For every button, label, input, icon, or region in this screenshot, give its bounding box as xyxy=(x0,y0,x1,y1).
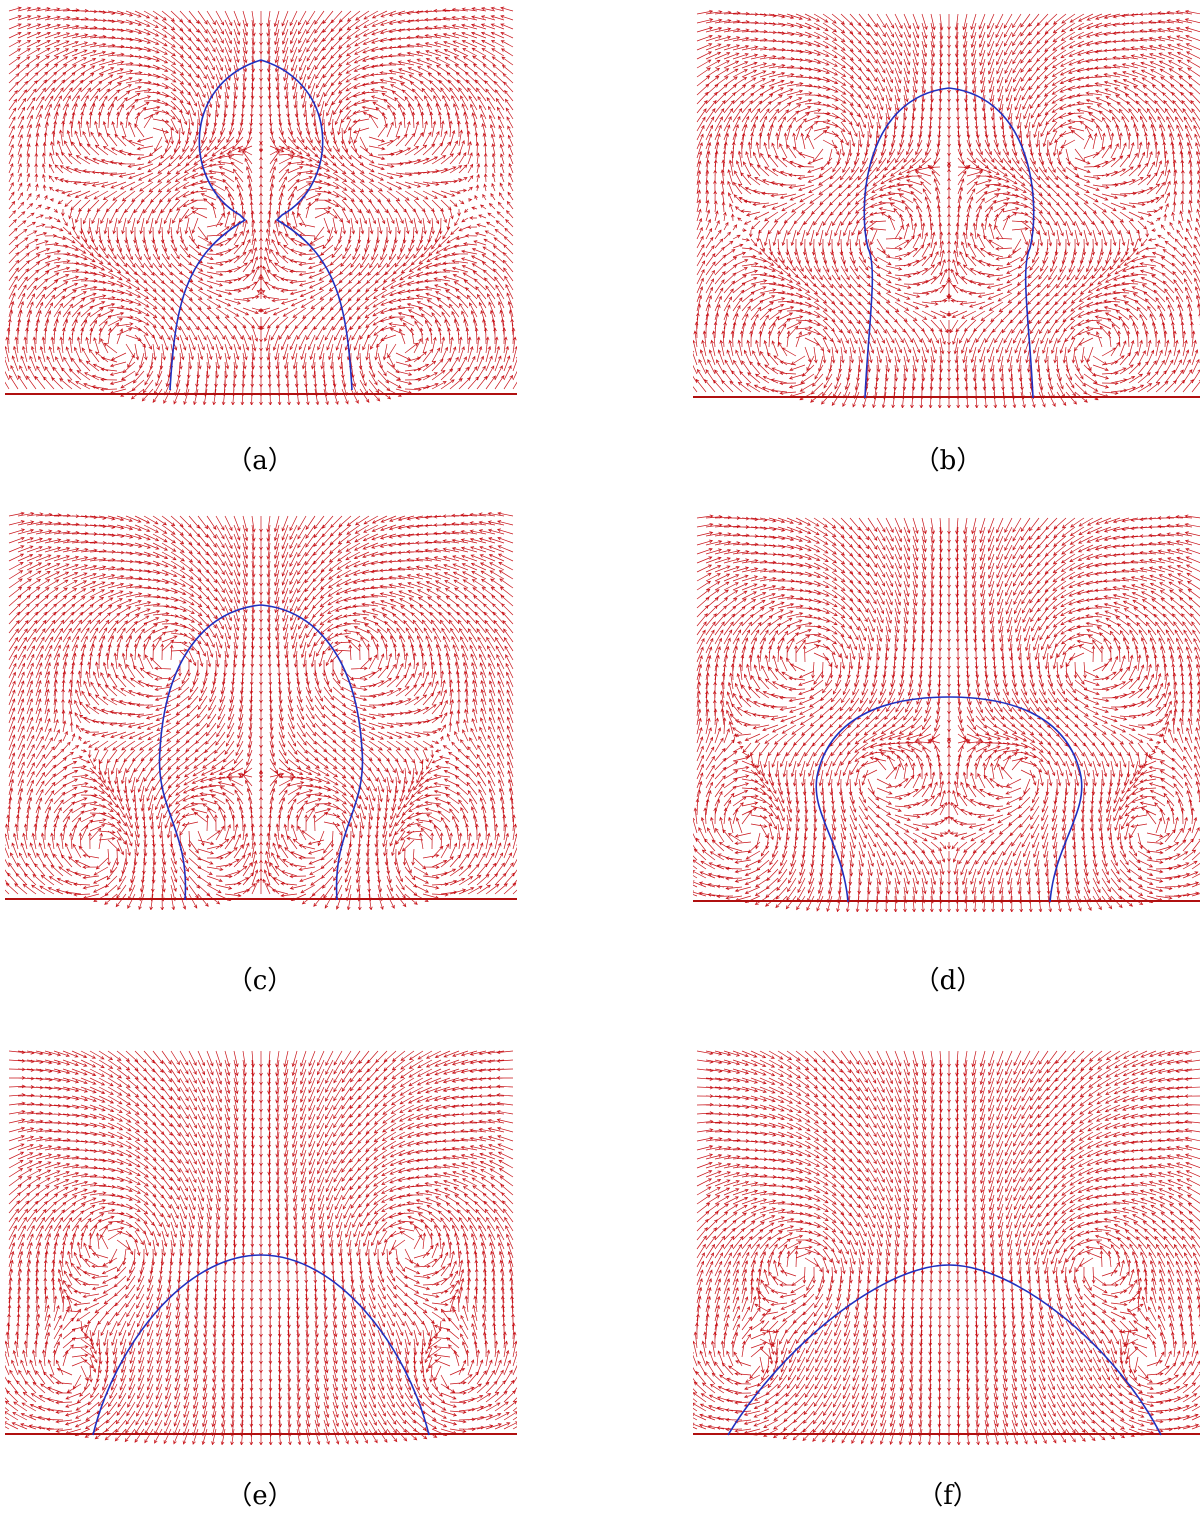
velocity-arrows xyxy=(5,512,517,910)
figure: （a） （b） （c） （d） （e） （f） xyxy=(0,0,1200,1533)
velocity-arrows xyxy=(693,10,1200,408)
panel-caption: （a） xyxy=(160,440,360,477)
velocity-arrows xyxy=(693,1051,1200,1445)
panel-caption: （b） xyxy=(848,440,1048,477)
vector-field-panel xyxy=(5,510,517,910)
vector-field-panel xyxy=(693,8,1200,408)
vector-field-panel xyxy=(693,512,1200,912)
panel-caption: （c） xyxy=(160,960,360,997)
panel-caption: （e） xyxy=(160,1475,360,1512)
velocity-arrows xyxy=(5,1051,517,1445)
panel-caption: （d） xyxy=(848,960,1048,997)
velocity-arrows xyxy=(5,7,517,405)
vector-field-panel xyxy=(5,1045,517,1445)
velocity-arrows xyxy=(693,515,1200,912)
vector-field-panel xyxy=(693,1045,1200,1445)
panel-caption: （f） xyxy=(848,1475,1048,1512)
vector-field-panel xyxy=(5,5,517,405)
